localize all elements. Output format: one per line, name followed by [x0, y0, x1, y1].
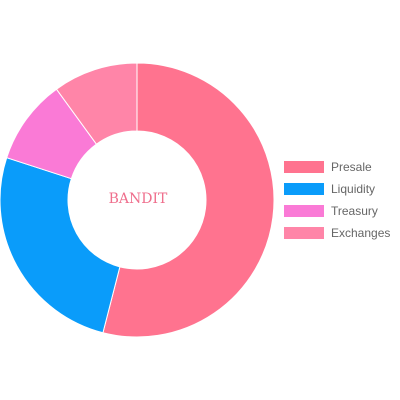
donut-center-label: BANDIT	[108, 191, 168, 207]
legend-item-exchanges[interactable]: Exchanges	[284, 222, 390, 244]
legend-label: Liquidity	[331, 182, 376, 196]
slice-exchanges[interactable]	[55, 62, 138, 145]
legend-item-liquidity[interactable]: Liquidity	[284, 178, 390, 200]
legend-item-treasury[interactable]: Treasury	[284, 200, 390, 222]
legend-item-presale[interactable]: Presale	[284, 156, 390, 178]
legend-label: Presale	[331, 160, 372, 174]
legend-swatch	[284, 161, 324, 173]
legend-swatch	[284, 205, 324, 217]
chart-legend: Presale Liquidity Treasury Exchanges	[284, 156, 390, 244]
legend-swatch	[284, 227, 324, 239]
slice-presale[interactable]	[102, 62, 275, 338]
legend-swatch	[284, 183, 324, 195]
slice-liquidity[interactable]	[0, 157, 121, 334]
legend-label: Exchanges	[331, 226, 391, 240]
legend-label: Treasury	[331, 204, 378, 218]
